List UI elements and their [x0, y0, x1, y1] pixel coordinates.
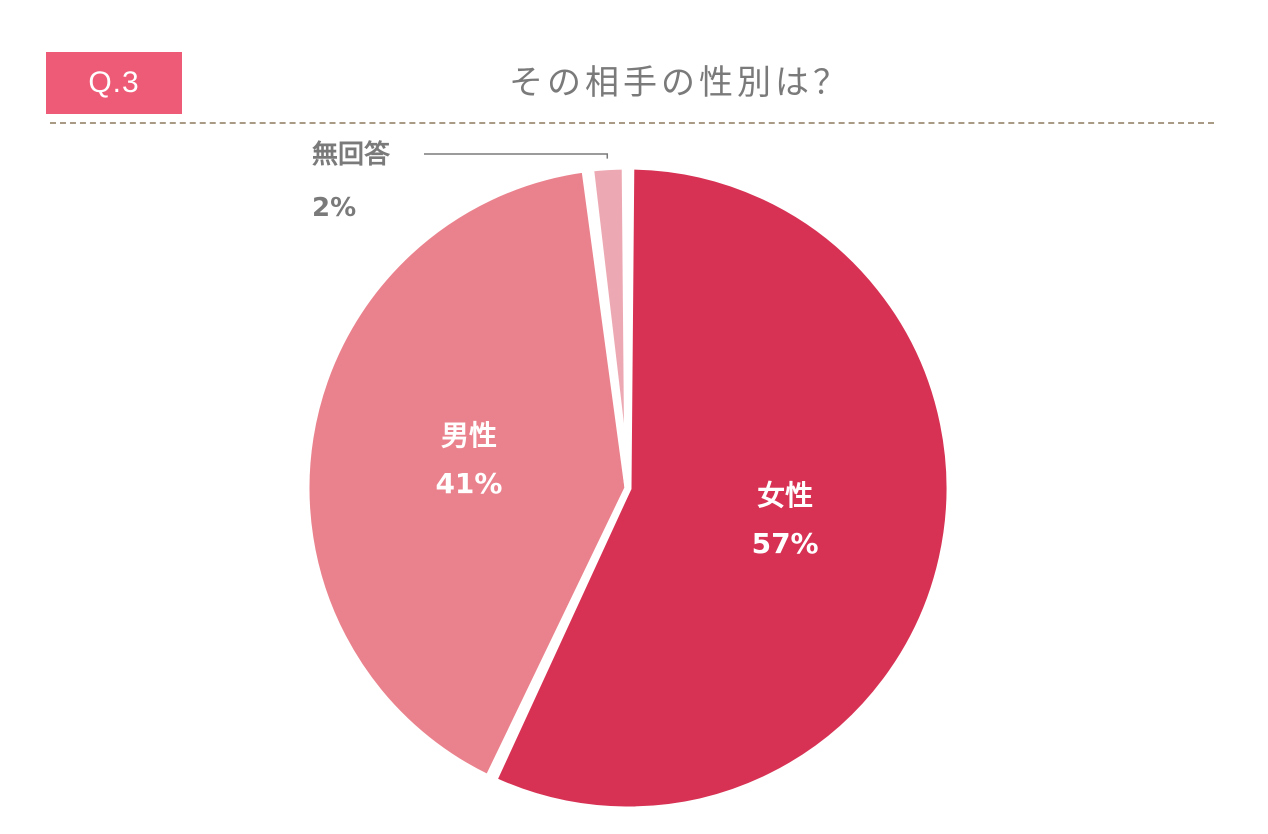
slice-label-2: 無回答: [312, 139, 391, 170]
pie-slice-0: [489, 162, 954, 814]
slice-label-1: 男性: [441, 419, 497, 452]
slice-value-0: 57%: [752, 527, 819, 560]
pie-slice-2: [586, 162, 632, 492]
question-number-badge: Q.3: [46, 52, 182, 114]
slice-label-0: 女性: [757, 479, 813, 512]
pie-slice-1: [302, 165, 632, 782]
slice-value-2: 2%: [312, 193, 356, 223]
chart-title: その相手の性別は？: [509, 63, 851, 103]
leader-line-2: [424, 153, 609, 159]
slice-value-1: 41%: [435, 467, 502, 500]
dashed-divider: [50, 122, 1214, 124]
